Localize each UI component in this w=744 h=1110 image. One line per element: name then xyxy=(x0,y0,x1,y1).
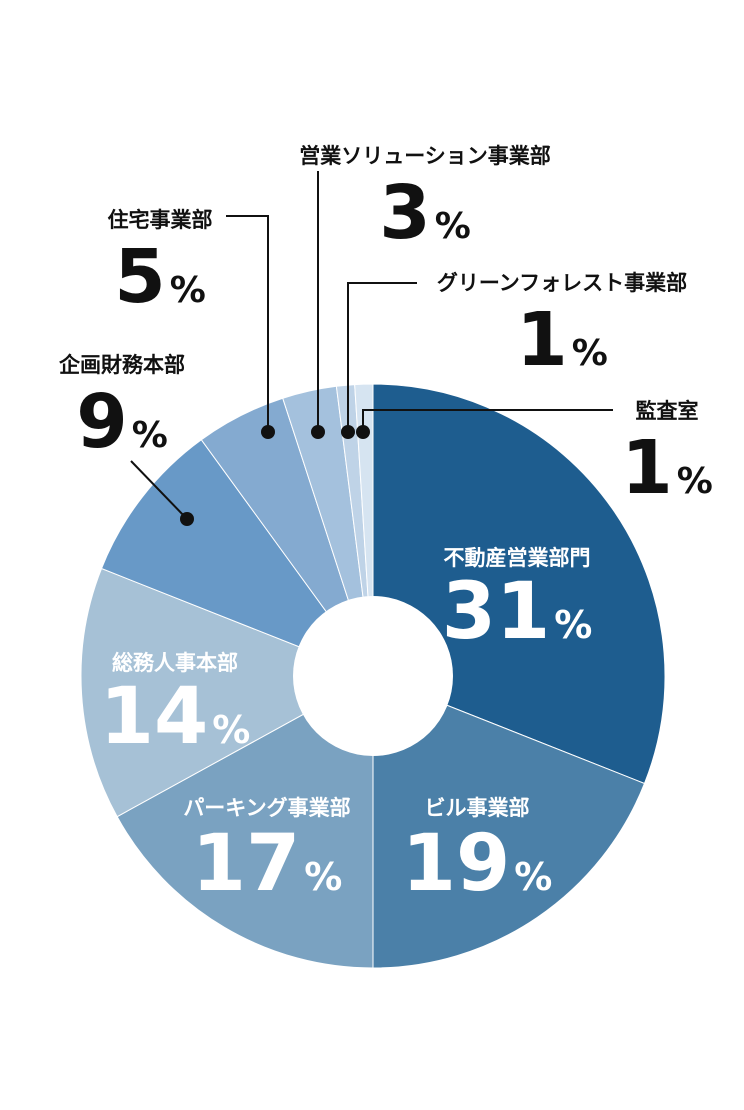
slice-label-5: 住宅事業部 xyxy=(108,208,213,232)
slice-label-4: 企画財務本部 xyxy=(58,353,185,377)
leader-line-7 xyxy=(347,282,417,432)
leader-dot-8 xyxy=(356,425,370,439)
leader-dot-6 xyxy=(311,425,325,439)
leader-dot-5 xyxy=(261,425,275,439)
slice-value-0: 31% xyxy=(442,567,593,657)
slice-label-7: グリーンフォレスト事業部 xyxy=(437,271,687,295)
leader-line-4 xyxy=(130,460,188,520)
leader-line-8 xyxy=(362,409,613,432)
pie-slice-2 xyxy=(116,675,374,969)
slice-label-3: 総務人事本部 xyxy=(112,651,238,675)
slice-value-2: 17% xyxy=(192,819,343,909)
slice-label-6: 営業ソリューション事業部 xyxy=(299,144,551,168)
leader-dot-7 xyxy=(341,425,355,439)
slice-label-0: 不動産営業部門 xyxy=(444,546,591,570)
slice-value-5: 5% xyxy=(114,234,206,320)
slice-value-1: 19% xyxy=(402,819,553,909)
slice-value-4: 9% xyxy=(76,379,168,465)
slice-value-7: 1% xyxy=(516,297,608,383)
pie-slice-1 xyxy=(372,675,646,969)
pie-slice-4 xyxy=(100,439,375,678)
slice-label-8: 監査室 xyxy=(636,399,699,423)
slice-label-1: ビル事業部 xyxy=(425,796,530,820)
donut-hole xyxy=(293,596,453,756)
slice-value-8: 1% xyxy=(621,425,713,511)
slice-label-2: パーキング事業部 xyxy=(183,796,350,820)
leader-dot-4 xyxy=(180,512,194,526)
slice-value-3: 14% xyxy=(100,672,251,762)
leader-line-5 xyxy=(226,215,269,432)
slice-value-6: 3% xyxy=(379,170,471,256)
pie-slice-3 xyxy=(80,567,375,818)
